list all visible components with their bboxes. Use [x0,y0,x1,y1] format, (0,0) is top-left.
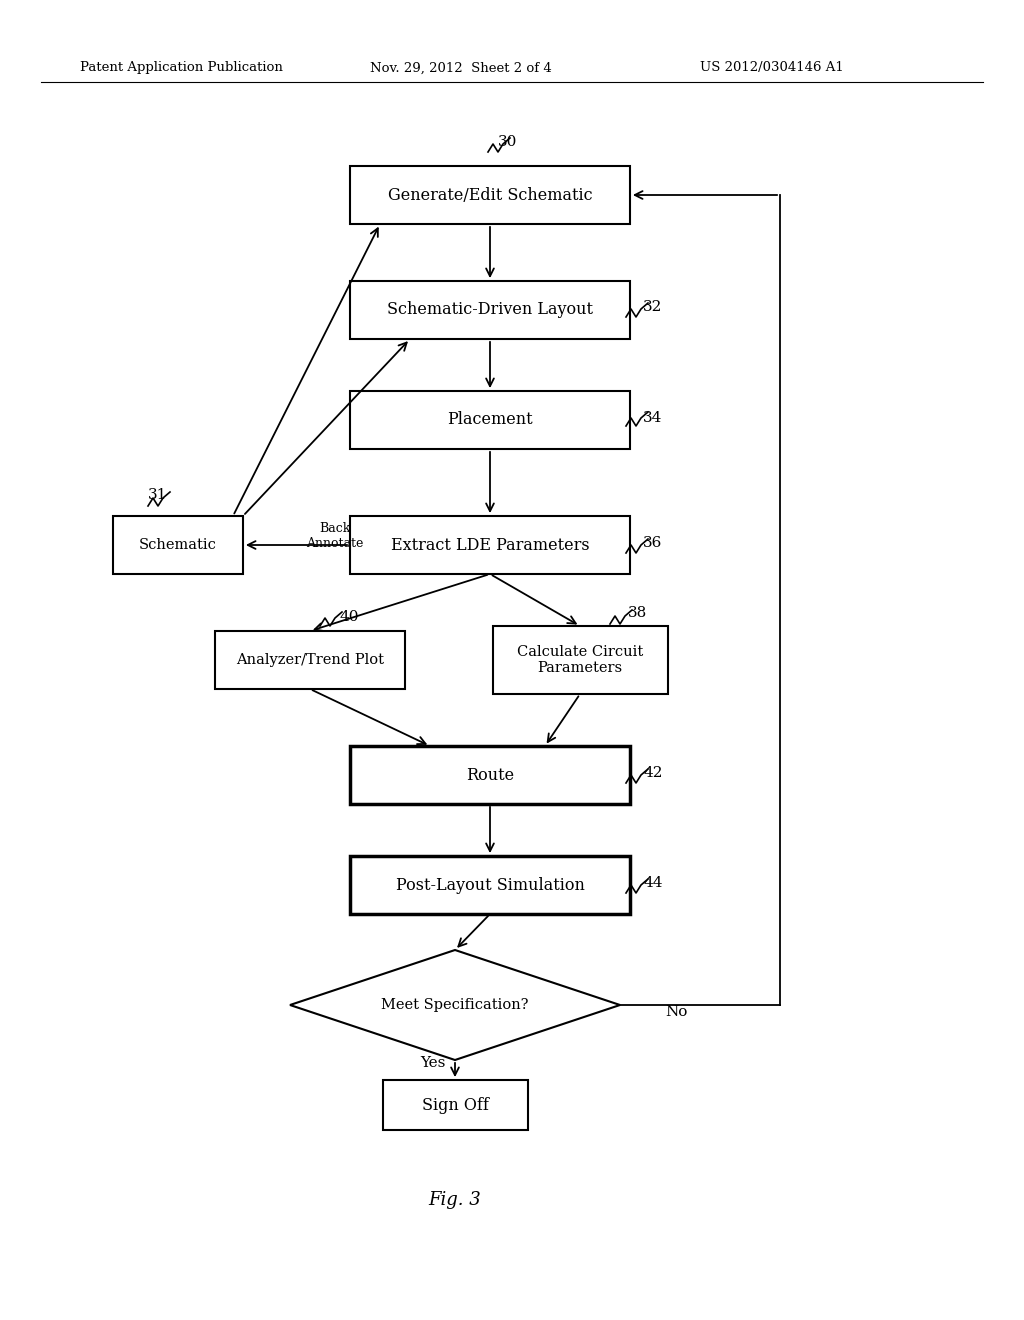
Text: Route: Route [466,767,514,784]
Text: Patent Application Publication: Patent Application Publication [80,62,283,74]
Text: No: No [665,1005,687,1019]
Text: Extract LDE Parameters: Extract LDE Parameters [391,536,590,553]
Text: Generate/Edit Schematic: Generate/Edit Schematic [388,186,592,203]
Text: US 2012/0304146 A1: US 2012/0304146 A1 [700,62,844,74]
Bar [350,281,630,339]
Polygon shape [290,950,620,1060]
Text: Calculate Circuit
Parameters: Calculate Circuit Parameters [517,645,643,675]
Bar [383,1080,527,1130]
Text: Fig. 3: Fig. 3 [429,1191,481,1209]
Text: 36: 36 [643,536,663,550]
Text: 38: 38 [628,606,647,620]
Bar [113,516,243,574]
Text: 30: 30 [498,135,517,149]
Text: 44: 44 [643,876,663,890]
Bar [350,166,630,224]
Text: 40: 40 [340,610,359,624]
Text: Post-Layout Simulation: Post-Layout Simulation [395,876,585,894]
Text: Sign Off: Sign Off [422,1097,488,1114]
Text: Schematic-Driven Layout: Schematic-Driven Layout [387,301,593,318]
Bar [350,391,630,449]
Text: Schematic: Schematic [139,539,217,552]
Text: Back
Annotate: Back Annotate [306,521,364,550]
Text: 31: 31 [148,488,167,502]
Bar [350,855,630,913]
Text: Nov. 29, 2012  Sheet 2 of 4: Nov. 29, 2012 Sheet 2 of 4 [370,62,552,74]
Bar [350,516,630,574]
Bar [493,626,668,694]
Text: Analyzer/Trend Plot: Analyzer/Trend Plot [236,653,384,667]
Text: Placement: Placement [447,412,532,429]
Text: 42: 42 [643,766,663,780]
Text: Yes: Yes [420,1056,445,1071]
Bar [350,746,630,804]
Text: 32: 32 [643,300,663,314]
Text: Meet Specification?: Meet Specification? [381,998,528,1012]
Bar [215,631,406,689]
Text: 34: 34 [643,411,663,425]
